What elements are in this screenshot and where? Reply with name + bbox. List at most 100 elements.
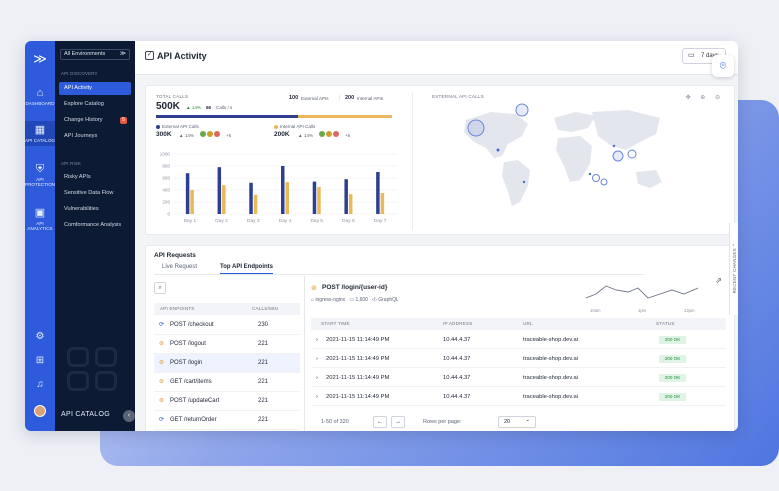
- rail-item-dashboard[interactable]: ⌂ DASHBOARD: [25, 87, 55, 106]
- tab-live-request[interactable]: Live Request: [162, 264, 198, 270]
- endpoint-calls: 230: [258, 322, 269, 328]
- external-calls-bar[interactable]: [249, 182, 253, 214]
- screenshot-focus-button[interactable]: ⌾: [712, 55, 734, 77]
- endpoint-detail-title: POST /login/{user-id}: [322, 284, 388, 291]
- external-calls-bar[interactable]: [185, 173, 190, 214]
- sidebar-item-conformance-analysis[interactable]: Comformance Analysis: [64, 222, 122, 228]
- rail-item-label: API PROTECTION: [25, 177, 56, 187]
- external-calls-bar[interactable]: [217, 167, 222, 214]
- bell-icon[interactable]: ♫: [36, 379, 44, 390]
- internal-calls-bar[interactable]: [285, 182, 290, 214]
- double-chevron-icon: ≫: [119, 51, 126, 57]
- environment-selector[interactable]: All Environments ≫: [60, 49, 130, 60]
- settings-icon[interactable]: ⚙: [35, 331, 45, 342]
- prev-page-button[interactable]: ←: [373, 416, 387, 428]
- endpoint-column-header: API ENPOINTS: [160, 306, 195, 311]
- sidebar-item-api-journeys[interactable]: API Journeys: [64, 133, 98, 139]
- total-change: ▲ 14%: [186, 105, 202, 110]
- api-requests-title: API Requests: [154, 252, 196, 259]
- rail-item-label: API ANALYTICS: [27, 221, 53, 231]
- y-tick-label: 400: [162, 188, 170, 193]
- internal-calls-bar[interactable]: [317, 187, 321, 214]
- sidebar: All Environments ≫ API DISCOVERY API Act…: [55, 41, 135, 431]
- internal-apis-count: 200: [345, 95, 355, 101]
- table-row[interactable]: › 2021-11-15 11:14:49 PM 10.44.4.37 trac…: [311, 350, 726, 368]
- next-page-button[interactable]: →: [391, 416, 405, 428]
- external-calls-bar[interactable]: [281, 166, 285, 214]
- internal-calls-bar[interactable]: [190, 190, 194, 214]
- expand-chevron-icon[interactable]: ›: [316, 375, 318, 381]
- rail-item-api-analytics[interactable]: ▣ API ANALYTICS: [25, 207, 55, 231]
- rows-per-page-select[interactable]: 20 ⌄: [498, 416, 536, 428]
- internal-calls-bar[interactable]: [348, 194, 353, 214]
- calls-per-sec-value: 66: [206, 105, 212, 110]
- sidebar-item-vulnerabilities[interactable]: Vulnerabilities: [64, 206, 99, 212]
- rail-item-api-catalog[interactable]: ▦ API CATALOG: [25, 121, 55, 146]
- internal-calls-bar[interactable]: [253, 194, 258, 214]
- tab-top-api-endpoints[interactable]: Top API Endpoints: [220, 264, 273, 274]
- sidebar-item-explore-catalog[interactable]: Explore Catalog: [64, 101, 104, 107]
- expand-chevron-icon[interactable]: ›: [316, 356, 318, 362]
- endpoint-row-selected[interactable]: ⊛ POST /login 221: [154, 354, 300, 373]
- x-tick-label: Day 7: [374, 218, 387, 224]
- endpoint-name: POST /checkout: [170, 322, 214, 328]
- open-external-icon[interactable]: ⇗: [715, 276, 722, 285]
- table-row[interactable]: › 2021-11-15 11:14:49 PM 10.44.4.37 trac…: [311, 388, 726, 406]
- recent-changes-tab[interactable]: RECENT CHANGES ⌃: [729, 223, 738, 315]
- internal-calls-change: ▲ 14%: [298, 133, 314, 138]
- sidebar-item-sensitive-data-flow[interactable]: Sensitive Data Flow: [64, 190, 114, 196]
- endpoint-row[interactable]: ⊛ POST /logout 221: [154, 335, 300, 354]
- endpoint-search-button[interactable]: ⌕: [154, 282, 166, 294]
- external-more-count: +5: [226, 133, 232, 138]
- logo-icon[interactable]: ≫: [33, 51, 47, 66]
- internal-more-count: +5: [345, 133, 351, 138]
- sidebar-item-change-history[interactable]: Change History 5: [59, 114, 131, 127]
- rail-item-api-protection[interactable]: ⛨ API PROTECTION: [25, 163, 55, 187]
- integrations-icon[interactable]: ⊞: [35, 355, 45, 366]
- endpoint-type-icon: ⟳: [159, 417, 165, 423]
- avatar[interactable]: [34, 405, 46, 417]
- sidebar-item-api-activity[interactable]: API Activity: [59, 82, 131, 95]
- ingress-label: ⌂ ingress-nginx: [311, 297, 346, 303]
- apis-separator: |: [339, 95, 341, 101]
- start-time-header: START TIME: [321, 321, 350, 326]
- calls-per-sec-unit: Calls / s: [216, 105, 233, 110]
- section-api-discovery: API DISCOVERY: [61, 71, 98, 76]
- internal-calls-bar[interactable]: [380, 193, 385, 214]
- external-calls-bar[interactable]: [376, 172, 380, 214]
- external-calls-bar[interactable]: [344, 179, 348, 214]
- endpoint-type-icon: ⊛: [159, 379, 165, 385]
- external-calls-change: ▲ 14%: [179, 133, 195, 138]
- sidebar-item-risky-apis[interactable]: Risky APIs: [64, 174, 91, 180]
- endpoint-row[interactable]: ⟳ GET /returnOrder 221: [154, 411, 300, 430]
- request-sparkline: [586, 285, 698, 299]
- url: traceable-shop.dev.ai: [523, 337, 578, 343]
- api-calls-bar-chart: 1000 800 600 400 200 0 Day 1 Day 2 Day 3 Day 4 Day…: [160, 152, 396, 224]
- y-tick-label: 600: [162, 176, 170, 181]
- protocol-label: ‹/› GraphQL: [372, 297, 399, 303]
- analytics-icon: ▣: [34, 207, 46, 219]
- ip-address-header: IP ADDRESS: [443, 321, 473, 326]
- map-zoom-tools[interactable]: ✥ ⊕ ⊖: [685, 95, 724, 101]
- expand-chevron-icon[interactable]: ›: [316, 394, 318, 400]
- endpoint-calls: 221: [258, 341, 269, 347]
- url: traceable-shop.dev.ai: [523, 356, 578, 362]
- expand-chevron-icon[interactable]: ›: [316, 337, 318, 343]
- start-time: 2021-11-15 11:14:49 PM: [326, 356, 390, 362]
- endpoint-row[interactable]: ⊛ POST /updateCart 221: [154, 392, 300, 411]
- page-title: API Activity: [157, 51, 207, 61]
- external-calls-value: 300K: [156, 131, 172, 138]
- calendar-icon: ▭: [688, 52, 695, 59]
- chevron-down-icon: ⌄: [525, 417, 530, 423]
- external-calls-bar[interactable]: [312, 181, 317, 214]
- table-row[interactable]: › 2021-11-15 11:14:49 PM 10.44.4.37 trac…: [311, 369, 726, 387]
- y-tick-label: 800: [162, 164, 170, 169]
- table-row[interactable]: › 2021-11-15 11:14:49 PM 10.44.4.37 trac…: [311, 331, 726, 349]
- endpoint-row[interactable]: ⟳ POST /checkout 230: [154, 316, 300, 335]
- external-env-chips: [200, 131, 221, 137]
- internal-calls-bar[interactable]: [222, 185, 226, 214]
- endpoint-row[interactable]: ⊛ GET /cart/items 221: [154, 373, 300, 392]
- spark-label: 1pm: [638, 308, 647, 313]
- rail-item-label: API CATALOG: [25, 138, 55, 143]
- collapse-sidebar-button[interactable]: ‹: [123, 410, 135, 422]
